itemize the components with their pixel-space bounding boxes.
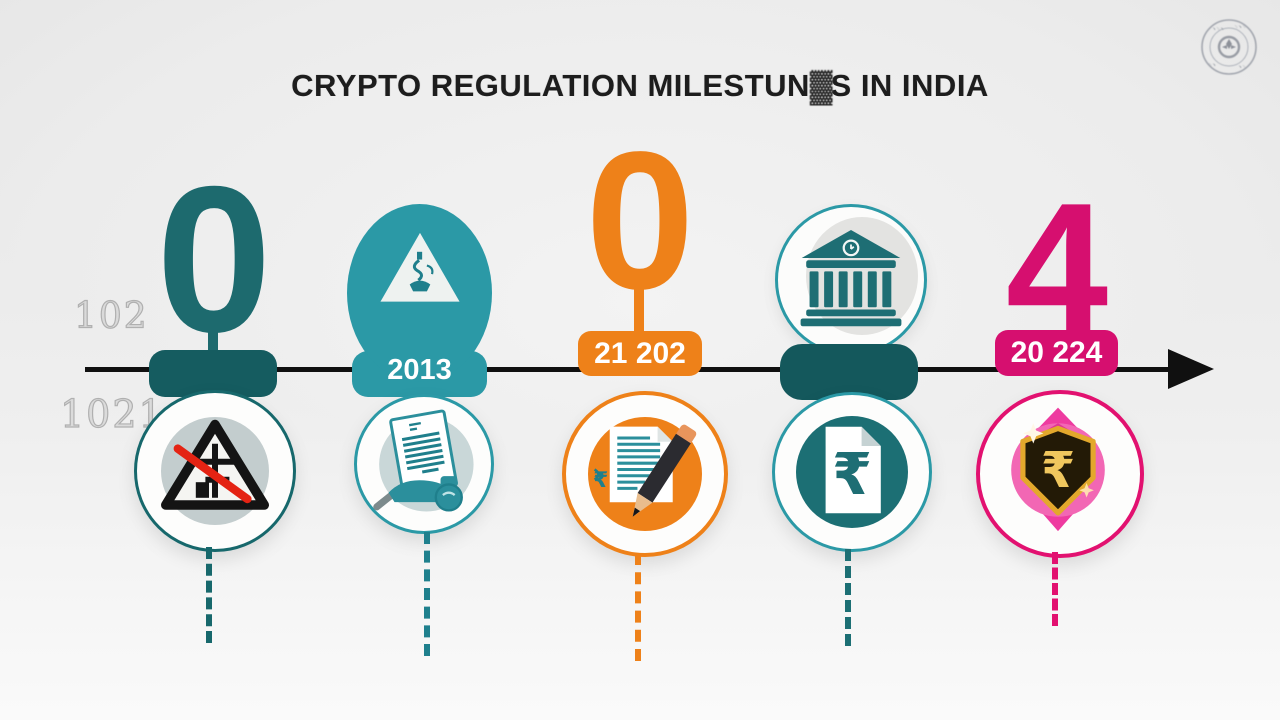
bank-building-icon <box>800 229 902 327</box>
milestone1-icon-circle <box>134 390 296 552</box>
milestone2-drop-line <box>424 532 430 656</box>
milestone5-big-digit: 4 <box>1005 164 1109 370</box>
milestone1-drop-line <box>206 547 212 643</box>
title-text-before: CRYPTO REGULATION MILESTUN <box>291 68 810 103</box>
title-glitch-glyph: ▓ <box>809 68 833 103</box>
milestone5-year-label: 20 224 <box>995 330 1118 376</box>
banned-crypto-warning-sign-icon <box>161 419 269 510</box>
svg-text:₹: ₹ <box>832 441 872 508</box>
milestone2-year-label: 2013 <box>387 354 452 386</box>
title-text-after: S IN INDIA <box>830 68 989 103</box>
milestone2-icon-circle <box>354 394 494 534</box>
svg-text:₹: ₹ <box>593 468 608 493</box>
timeline-arrowhead-icon <box>1168 349 1214 389</box>
milestone1-timeline-connector <box>149 350 277 397</box>
rupee-shield-badge-icon: ₹ <box>1011 407 1105 532</box>
svg-text:﹆﹅: ﹆﹅ <box>1208 62 1216 67</box>
document-pencil-signing-icon: ₹ <box>593 424 697 517</box>
svg-text:﹆﹅﹆: ﹆﹅﹆ <box>1234 24 1246 29</box>
svg-text:﹅﹆﹅: ﹅﹆﹅ <box>1212 26 1224 31</box>
svg-text:﹅﹆: ﹅﹆ <box>1238 64 1246 69</box>
milestone5-drop-line <box>1052 552 1058 626</box>
milestone3-icon-circle: ₹ <box>562 391 728 557</box>
milestone5-icon-circle: ₹ <box>976 390 1144 558</box>
government-seal-icon: ﹅﹆﹅ ﹆﹅﹆ ﹆﹅ ﹅﹆ <box>1198 16 1260 78</box>
document-inspection-magnifier-icon <box>373 409 474 512</box>
rupee-document-icon: ₹ <box>825 426 881 514</box>
page-title: CRYPTO REGULATION MILESTUN▓S IN INDIA <box>0 68 1280 104</box>
watermark-number-above: 102 <box>73 295 149 337</box>
milestone4-icon-circle: ₹ <box>772 392 932 552</box>
milestone3-drop-line <box>635 553 641 661</box>
milestone4-top-circle <box>775 204 927 356</box>
milestone2-year-balloon: 2013 <box>347 204 492 386</box>
milestone3-stem <box>634 284 644 336</box>
svg-text:₹: ₹ <box>1041 441 1075 499</box>
milestone1-stem <box>208 326 218 358</box>
warning-triangle-ornament-icon <box>380 232 460 302</box>
milestone3-year-label: 21 202 <box>578 331 702 376</box>
milestone4-drop-line <box>845 549 851 646</box>
milestone4-timeline-connector <box>780 344 918 400</box>
